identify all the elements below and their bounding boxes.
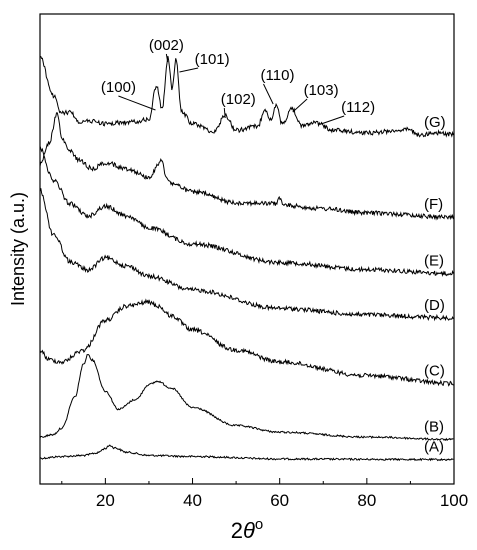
peak-arrow (320, 115, 345, 125)
series-label: (G) (424, 114, 446, 131)
series-label: (E) (424, 253, 444, 270)
peak-arrow (179, 67, 199, 73)
peak-annotation: (100) (101, 79, 136, 96)
peak-annotation: (102) (221, 91, 256, 108)
peak-arrow (292, 98, 308, 113)
x-axis-title: 2θo (231, 516, 264, 543)
y-axis-title: Intensity (a.u.) (8, 192, 28, 306)
series-label: (A) (424, 439, 444, 456)
x-tick-label: 60 (270, 491, 289, 510)
peak-annotation: (103) (304, 82, 339, 99)
peak-annotation: (110) (261, 67, 295, 84)
series-line-c (39, 298, 454, 387)
peak-arrow (263, 83, 274, 105)
x-tick-label: 100 (440, 491, 468, 510)
series-line-e (39, 145, 454, 277)
series-label: (C) (424, 363, 445, 380)
series-line-a (39, 444, 454, 462)
x-tick-label: 20 (96, 491, 115, 510)
series-line-g (39, 55, 454, 138)
series-label: (D) (424, 297, 445, 314)
series-label: (B) (424, 419, 444, 436)
peak-annotation: (101) (195, 51, 230, 68)
x-tick-label: 40 (183, 491, 202, 510)
plot-frame (39, 13, 455, 485)
series-line-f (39, 112, 454, 221)
series-line-d (39, 188, 454, 322)
peak-arrow (165, 53, 169, 63)
peak-arrow (118, 95, 156, 111)
series-label: (F) (424, 196, 443, 213)
series-line-b (39, 354, 454, 442)
peak-arrow (223, 107, 226, 119)
peak-annotation: (002) (149, 37, 184, 54)
peak-annotation: (112) (341, 99, 375, 116)
x-tick-label: 80 (357, 491, 376, 510)
